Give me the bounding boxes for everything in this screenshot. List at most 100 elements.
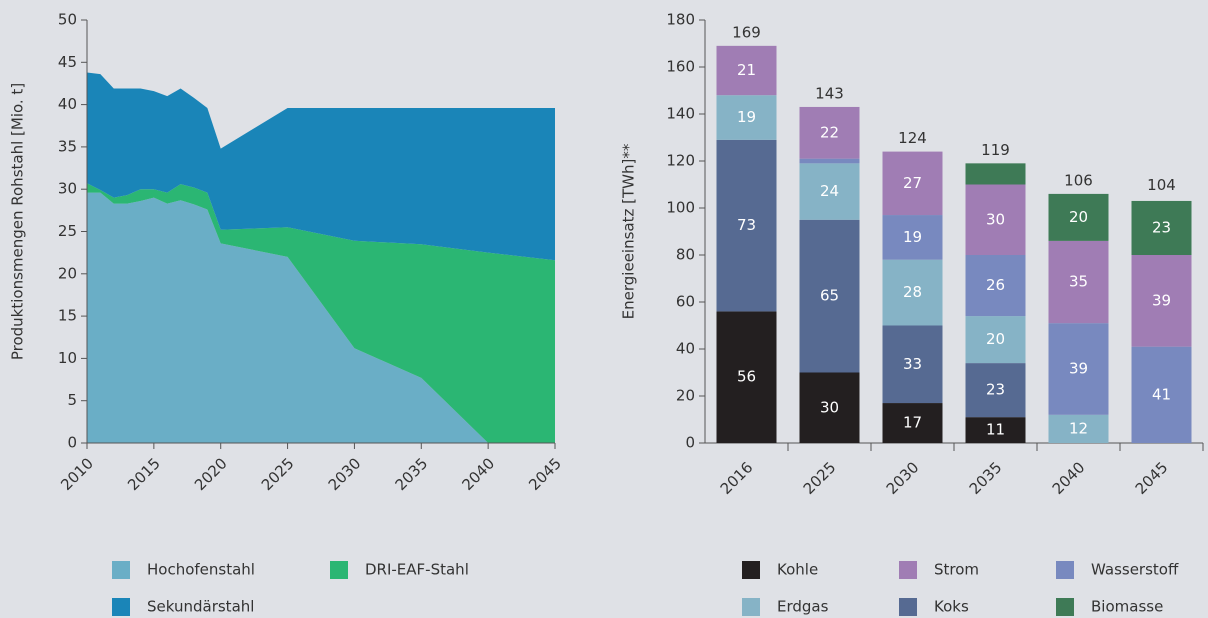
x-tick-label: 2030 (325, 454, 365, 494)
total-label: 143 (815, 84, 844, 102)
total-label: 119 (981, 141, 1010, 159)
x-tick-label: 2010 (57, 454, 97, 494)
legend-swatch (1056, 561, 1074, 579)
legend-swatch (112, 561, 130, 579)
bar-segment (1131, 200, 1192, 255)
x-tick-label: 2016 (717, 458, 757, 498)
bar-segment (1131, 255, 1192, 347)
legend-label: Wasserstoff (1091, 561, 1179, 579)
bar-label: 28 (903, 283, 922, 301)
total-label: 106 (1064, 171, 1093, 189)
y-tick-label: 25 (58, 222, 77, 240)
bar-segment (1048, 240, 1109, 324)
bar-segment (882, 215, 943, 260)
bar-label: 30 (986, 210, 1005, 228)
y-tick-label: 50 (58, 11, 77, 29)
area (87, 72, 555, 261)
legend-label: DRI-EAF-Stahl (365, 561, 469, 579)
x-tick-label: 2015 (124, 454, 164, 494)
bar-segment (965, 163, 1026, 185)
legend-swatch (330, 561, 348, 579)
x-tick-label: 2035 (966, 458, 1006, 498)
bar-label: 41 (1152, 385, 1171, 403)
bar-label: 35 (1069, 273, 1088, 291)
legend-label: Hochofenstahl (147, 561, 255, 579)
total-label: 169 (732, 23, 761, 41)
bar-segment (716, 45, 777, 96)
bar-label: 20 (1069, 208, 1088, 226)
x-tick-label: 2025 (258, 454, 298, 494)
bar-label: 39 (1152, 291, 1171, 309)
bar-label: 26 (986, 276, 1005, 294)
bar-label: 23 (1152, 218, 1171, 236)
legend-label: Biomasse (1091, 598, 1163, 616)
bar-segment (1048, 323, 1109, 415)
bar-segment (716, 95, 777, 140)
bar-label: 20 (986, 330, 1005, 348)
bar-label: 21 (737, 61, 756, 79)
y-tick-label: 20 (676, 387, 695, 405)
y-tick-label: 120 (666, 152, 695, 170)
x-tick-label: 2045 (525, 454, 565, 494)
bar-label: 19 (737, 108, 756, 126)
bar-segment (1048, 193, 1109, 241)
y-tick-label: 20 (58, 264, 77, 282)
bar-segment (965, 417, 1026, 443)
x-tick-label: 2040 (458, 454, 498, 494)
legend-swatch (112, 598, 130, 616)
bar-segment (882, 151, 943, 216)
y-axis-label: Energieeinsatz [TWh]** (620, 143, 638, 319)
x-tick-label: 2020 (191, 454, 231, 494)
legend-swatch (742, 561, 760, 579)
y-tick-label: 100 (666, 199, 695, 217)
bar-segment (799, 158, 860, 164)
y-tick-label: 40 (58, 95, 77, 113)
y-tick-label: 0 (685, 434, 695, 452)
legend-label: Strom (934, 561, 979, 579)
bar-label: 65 (820, 287, 839, 305)
legend-swatch (899, 598, 917, 616)
bar-segment (965, 316, 1026, 364)
bar-segment (799, 219, 860, 373)
x-tick-label: 2035 (392, 454, 432, 494)
legend-swatch (899, 561, 917, 579)
legend-swatch (742, 598, 760, 616)
legend-label: Kohle (777, 561, 818, 579)
bar-label: 27 (903, 174, 922, 192)
bar-label: 39 (1069, 359, 1088, 377)
y-tick-label: 45 (58, 53, 77, 71)
bar-segment (799, 372, 860, 443)
bar-segment (965, 363, 1026, 418)
legend-swatch (1056, 598, 1074, 616)
bar-segment (965, 255, 1026, 317)
bar-label: 24 (820, 182, 839, 200)
y-tick-label: 160 (666, 58, 695, 76)
bar-label: 30 (820, 398, 839, 416)
y-tick-label: 60 (676, 293, 695, 311)
y-tick-label: 80 (676, 246, 695, 264)
bar-segment (965, 184, 1026, 255)
bar-segment (716, 311, 777, 443)
bar-label: 33 (903, 355, 922, 373)
total-label: 124 (898, 129, 927, 147)
bar-label: 56 (737, 368, 756, 386)
y-tick-label: 180 (666, 11, 695, 29)
x-tick-label: 2030 (883, 458, 923, 498)
y-tick-label: 40 (676, 340, 695, 358)
area (87, 192, 555, 443)
bar-label: 23 (986, 381, 1005, 399)
y-axis-label: Produktionsmengen Rohstahl [Mio. t] (9, 83, 27, 360)
bar-label: 73 (737, 216, 756, 234)
legend-label: Erdgas (777, 598, 829, 616)
bar-segment (1048, 414, 1109, 443)
bar-segment (1131, 346, 1192, 443)
x-tick-label: 2045 (1132, 458, 1172, 498)
y-tick-label: 10 (58, 349, 77, 367)
y-tick-label: 0 (67, 434, 77, 452)
y-tick-label: 140 (666, 105, 695, 123)
bar-segment (882, 259, 943, 326)
x-tick-label: 2025 (800, 458, 840, 498)
y-tick-label: 30 (58, 180, 77, 198)
bar-label: 19 (903, 228, 922, 246)
bar-segment (799, 106, 860, 159)
